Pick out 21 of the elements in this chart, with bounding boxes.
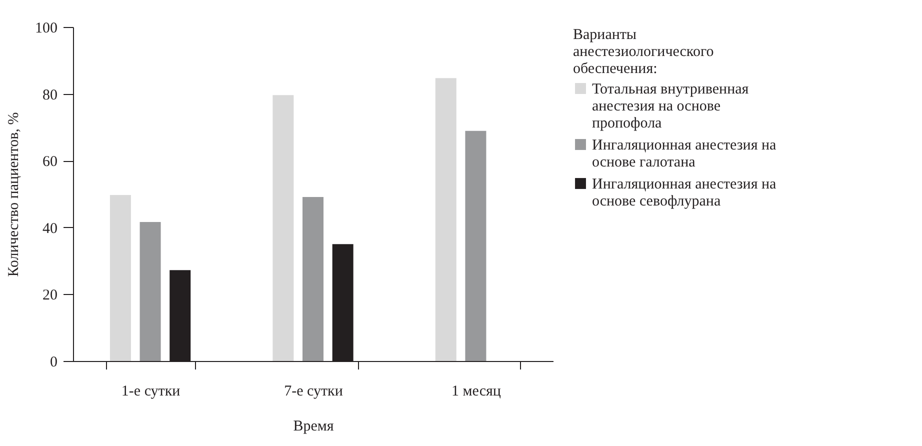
y-tick-label: 60	[42, 154, 58, 170]
y-tick-label: 40	[42, 220, 58, 237]
bar	[110, 195, 131, 361]
bar	[435, 78, 456, 361]
legend-title: Варианты анестезиологического обеспечения:	[573, 27, 714, 77]
legend-label: Ингаляционная анестезия на основе галотана	[592, 138, 776, 170]
y-axis-title: Количество пациентов, %	[6, 112, 22, 277]
x-tick-label: 7-е сутки	[284, 384, 343, 400]
bar	[302, 197, 324, 361]
x-tick-label: 1-е сутки	[121, 384, 180, 400]
y-tick-label: 80	[42, 87, 58, 104]
y-tick-label: 100	[35, 20, 58, 36]
bar	[272, 95, 294, 361]
legend-label: Тотальная внутривенная анестезия на основе пропофола	[592, 82, 749, 132]
x-tick-label: 1 месяц	[452, 384, 501, 400]
x-axis-title: Время	[293, 418, 334, 434]
legend-label: Ингаляционная анестезия на основе севофлурана	[592, 176, 776, 210]
bar	[140, 222, 161, 361]
bar	[465, 130, 486, 361]
y-tick-label: 0	[50, 354, 58, 370]
y-tick-label: 20	[42, 288, 58, 304]
